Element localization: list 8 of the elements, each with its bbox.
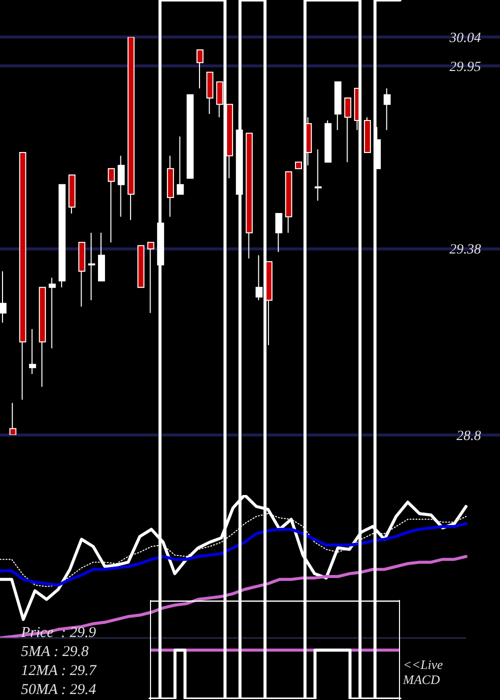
text: <<Live MACD [403,657,444,687]
text: 50MA : 29.4 [21,682,96,699]
y-tick-label: 30.04 [448,30,481,46]
y-tick-label: 28.8 [456,428,481,444]
text: 12MA : 29.7 [21,663,96,680]
y-tick-label: 29.38 [450,242,481,258]
y-tick-label: 29.95 [450,60,481,75]
text: 5MA : 29.8 [21,644,89,661]
